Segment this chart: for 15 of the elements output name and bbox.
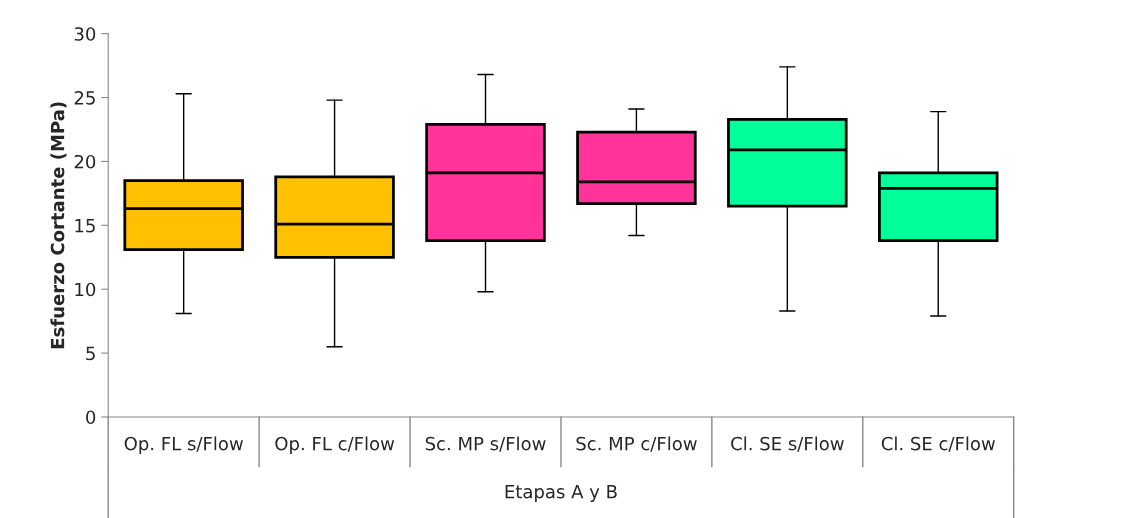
y-tick-label: 20 [74,154,96,169]
y-tick-label: 10 [75,282,96,297]
y-tick-label: 25 [74,91,95,105]
x-tick-label: Op. FL s/Flow [124,436,243,454]
x-tick-label: Cl. SE s/Flow [731,436,844,452]
y-tick-label: 5 [86,346,95,361]
y-tick-label: 30 [74,27,96,41]
x-tick-label: Sc. MP s/Flow [425,436,546,452]
y-tick-label: 15 [75,219,95,233]
x-axis-title: Etapas A y B [505,485,617,502]
y-tick-label: 0 [86,410,96,425]
y-axis-title: Esfuerzo Cortante (MPa) [50,102,67,349]
x-tick-label: Op. FL c/Flow [275,436,395,454]
x-tick-label: Cl. SE c/Flow [881,436,995,452]
x-tick-label: Sc. MP c/Flow [576,436,697,452]
